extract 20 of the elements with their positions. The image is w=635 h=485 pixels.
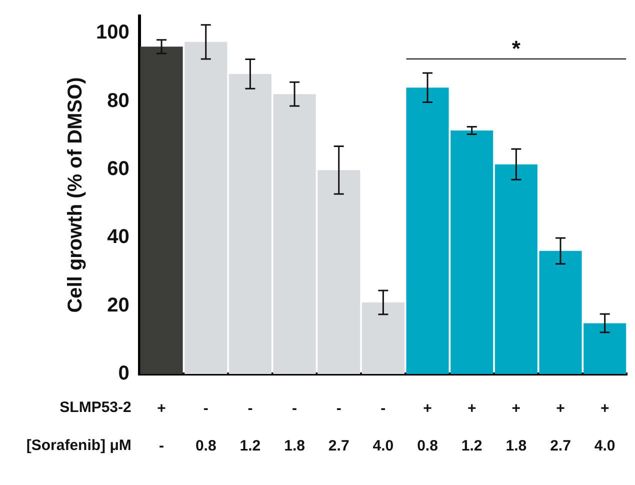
category-label: - 1.8 xyxy=(284,400,305,454)
annotation: * xyxy=(512,36,521,62)
category-label: + 1.2 xyxy=(461,400,482,454)
y-axis-title: Cell growth (% of DMSO) xyxy=(64,77,87,313)
text: SLMP53-2 [Sorafenib] μM xyxy=(26,399,132,454)
y-tick-label: 60 xyxy=(107,158,130,180)
y-tick-label: 20 xyxy=(107,294,130,316)
category-label: - 4.0 xyxy=(372,400,394,454)
category-label: + 2.7 xyxy=(550,400,571,454)
category-label: + 0.8 xyxy=(417,400,438,454)
category-label: + 4.0 xyxy=(594,400,616,454)
category-label: + 1.8 xyxy=(506,400,527,454)
category-label: - 2.7 xyxy=(328,400,350,454)
category-label: + - xyxy=(157,400,166,454)
y-tick-label: 100 xyxy=(96,22,130,44)
y-tick-label: 80 xyxy=(107,90,130,112)
y-tick-label: 0 xyxy=(118,362,130,385)
category-label: - 0.8 xyxy=(195,400,216,454)
y-tick-label: 40 xyxy=(107,226,130,248)
category-label: - 1.2 xyxy=(240,400,261,454)
